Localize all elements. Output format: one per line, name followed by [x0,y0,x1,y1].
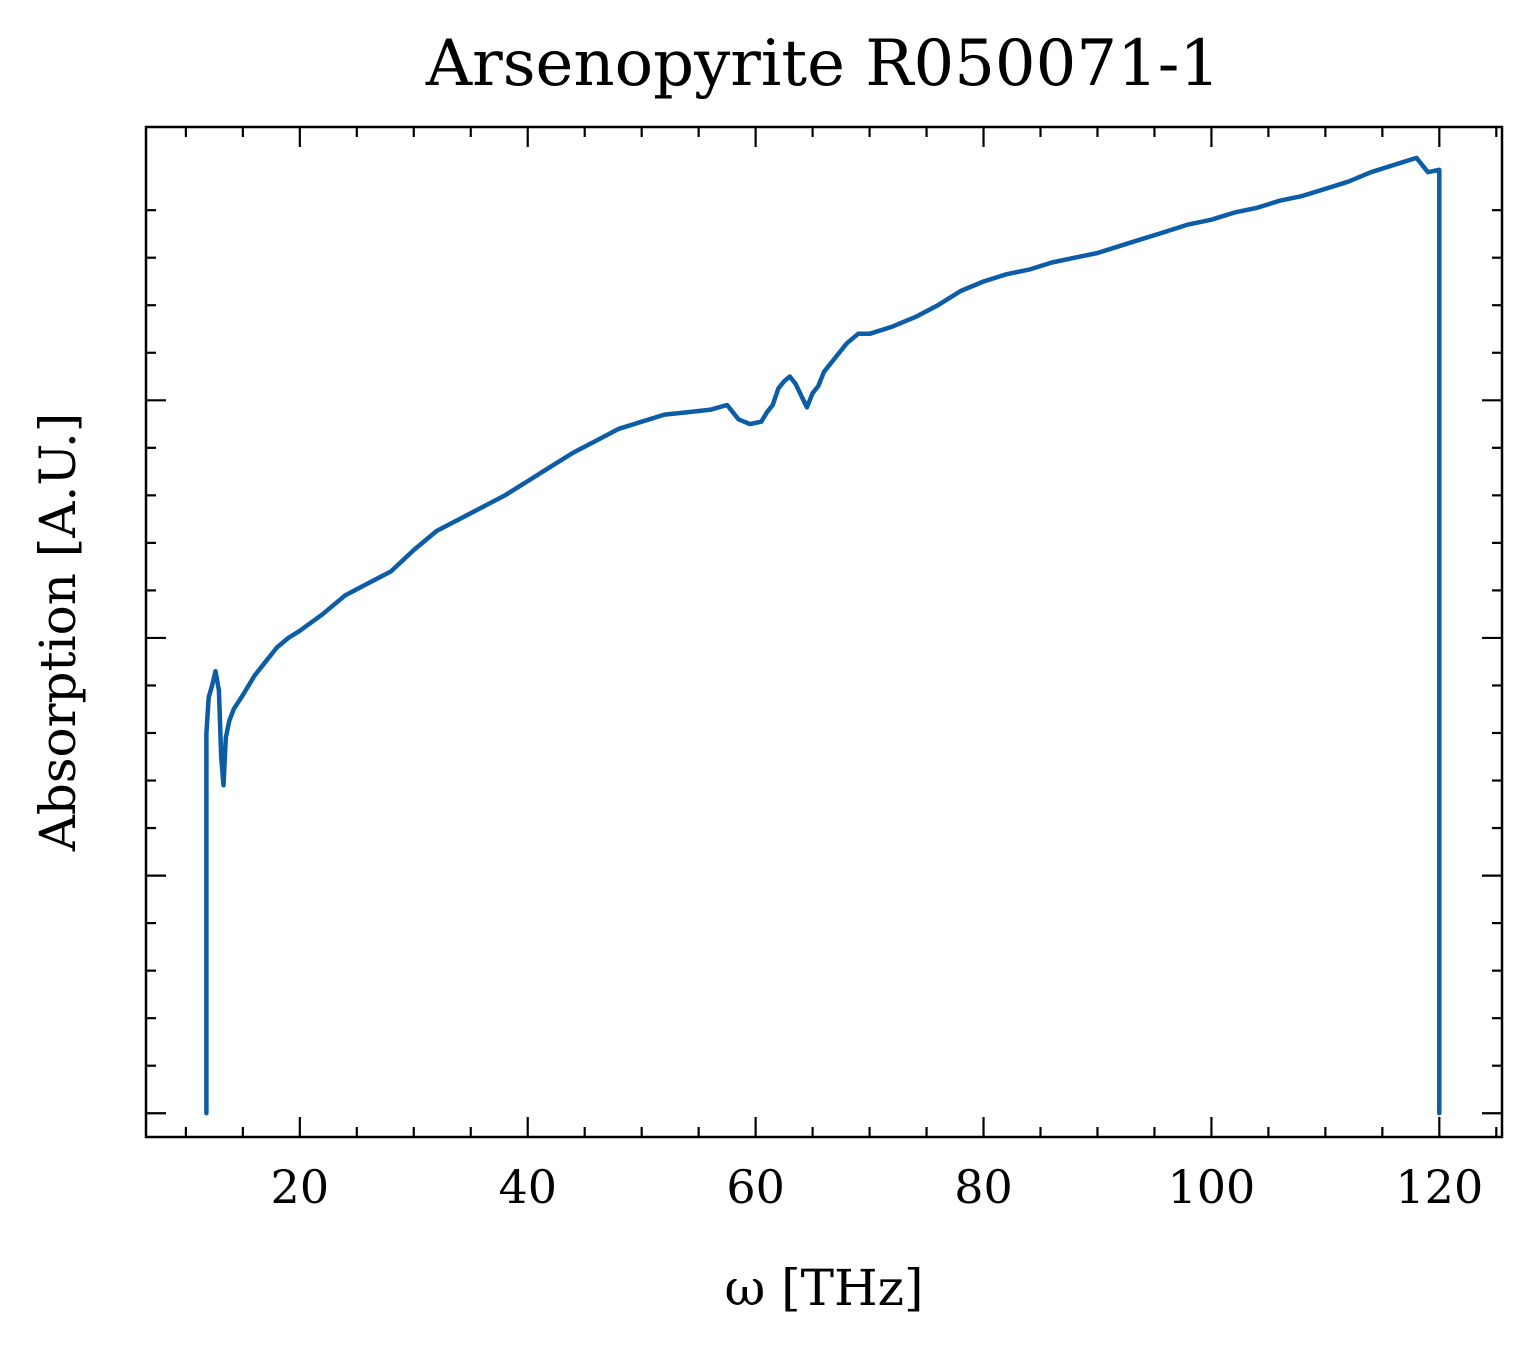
series-line [204,155,1442,1116]
x-tick-label: 20 [271,1160,330,1214]
plot-frame [144,125,1504,1139]
x-tick-labels: 20 40 60 80 100 120 [271,1160,1484,1214]
plot-area [144,125,1504,1139]
x-tick-label: 60 [726,1160,785,1214]
x-axis-label: ω [THz] [725,1259,924,1317]
x-tick-label: 40 [498,1160,557,1214]
x-tick-label: 100 [1168,1160,1256,1214]
y-axis-label: Absorption [A.U.] [29,413,87,853]
chart-title: Arsenopyrite R050071-1 [425,27,1220,101]
ticks [146,127,1502,1137]
x-tick-label: 120 [1395,1160,1483,1214]
x-tick-label: 80 [954,1160,1013,1214]
